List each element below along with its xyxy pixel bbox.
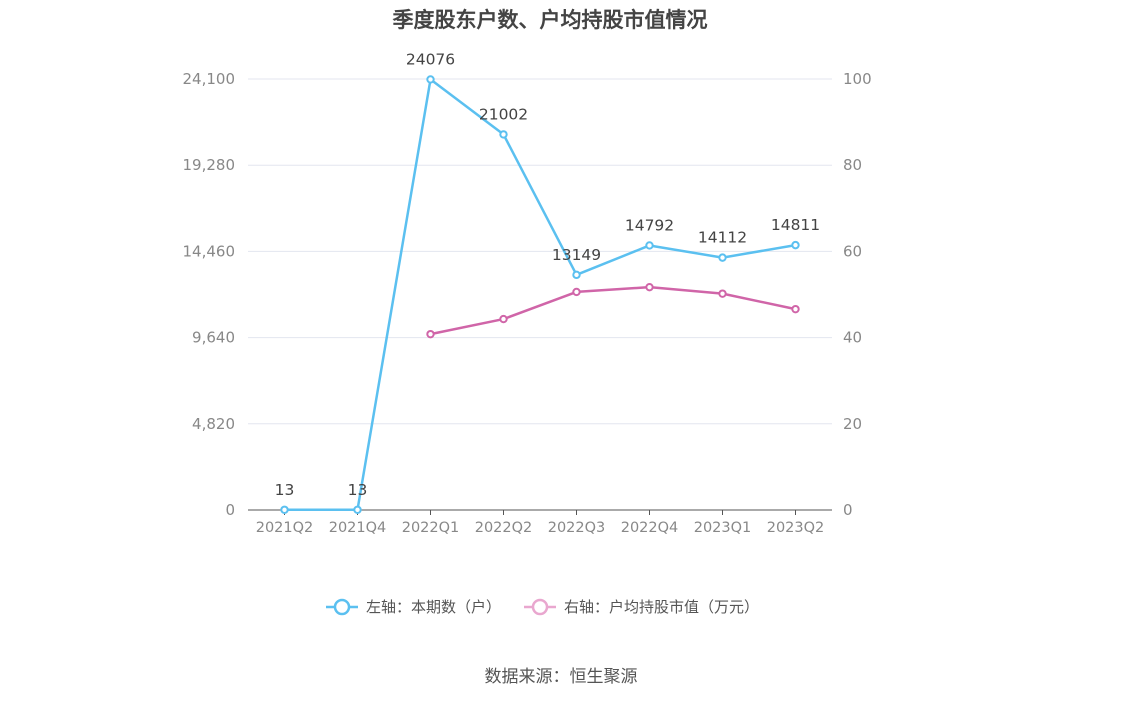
- data-point: [572, 287, 581, 297]
- left-y-tick-label: 24,100: [183, 70, 236, 88]
- data-label: 14112: [698, 229, 747, 247]
- right-y-tick-label: 40: [843, 329, 862, 347]
- chart-title: 季度股东户数、户均持股市值情况: [392, 8, 708, 32]
- data-label: 14792: [625, 216, 674, 234]
- right-y-tick-label: 100: [843, 70, 872, 88]
- x-tick-label: 2021Q2: [256, 520, 314, 536]
- left-y-tick-label: 14,460: [183, 242, 236, 260]
- legend-item-households[interactable]: 左轴：本期数（户）: [326, 596, 501, 617]
- data-point: [645, 282, 654, 292]
- data-point: [353, 505, 362, 514]
- data-point: [645, 241, 654, 250]
- x-tick-label: 2022Q1: [402, 520, 460, 536]
- data-label: 13149: [552, 246, 601, 264]
- legend-households-label: 左轴：本期数（户）: [366, 598, 502, 616]
- data-label: 13: [348, 481, 368, 499]
- x-tick-label: 2022Q2: [475, 520, 533, 536]
- right-y-tick-label: 20: [843, 415, 862, 433]
- left-y-tick-label: 4,820: [192, 415, 235, 433]
- data-point: [426, 75, 435, 84]
- right-y-tick-label: 60: [843, 242, 862, 260]
- legend-households-marker-icon: [326, 598, 358, 615]
- data-point: [791, 240, 800, 250]
- data-label: 14811: [771, 216, 820, 234]
- data-label: 21002: [479, 105, 528, 123]
- left-y-tick-label: 9,640: [192, 329, 235, 347]
- x-tick-label: 2023Q1: [694, 520, 752, 536]
- data-point: [718, 289, 727, 298]
- legend-avg-value-label: 右轴：户均持股市值（万元）: [564, 598, 760, 616]
- right-y-tick-label: 0: [843, 501, 853, 519]
- data-label: 13: [275, 481, 295, 499]
- left-y-tick-label: 0: [225, 501, 235, 519]
- data-label: 24076: [406, 50, 455, 68]
- legend-item-avg-value[interactable]: 右轴：户均持股市值（万元）: [524, 596, 759, 617]
- x-tick-label: 2023Q2: [767, 520, 825, 536]
- x-tick-label: 2022Q3: [548, 520, 606, 536]
- data-point: [426, 329, 435, 339]
- left-y-tick-label: 19,280: [183, 156, 236, 174]
- x-tick-label: 2021Q4: [329, 520, 387, 536]
- series-line-0: [284, 78, 796, 512]
- legend-avg-value-marker-icon: [524, 598, 556, 615]
- data-point: [499, 314, 508, 324]
- data-point: [280, 505, 289, 514]
- data-point: [791, 304, 800, 314]
- data-point: [572, 270, 581, 280]
- x-tick-label: 2022Q4: [621, 520, 679, 536]
- data-point: [499, 130, 508, 139]
- data-point: [718, 253, 727, 262]
- right-y-tick-label: 80: [843, 156, 862, 174]
- series-line-1: [430, 285, 796, 336]
- data-source: 数据来源：恒生聚源: [484, 667, 638, 687]
